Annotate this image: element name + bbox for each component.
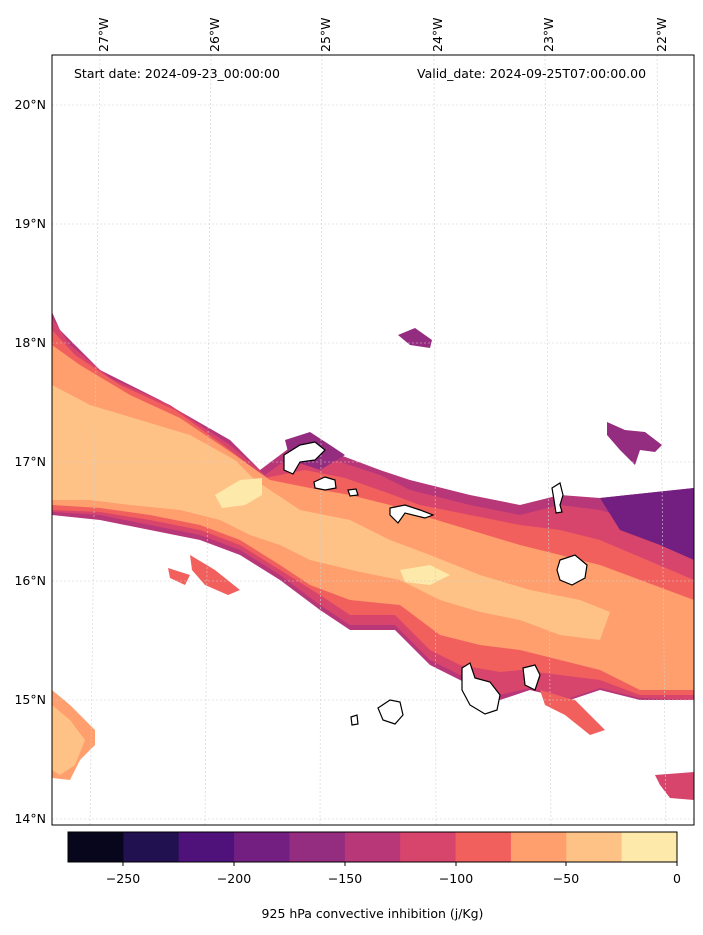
patch-e-purple [600,488,694,560]
colorbar-segment [621,832,678,862]
colorbar-title: 925 hPa convective inhibition (j/Kg) [261,906,484,921]
patch-sw [168,555,240,595]
island-boa-vista [556,554,588,586]
valid-date-label: Valid_date: 2024-09-25T07:00:00.00 [417,66,647,81]
colorbar-tick-label: −50 [552,871,580,886]
patch-se [540,690,605,735]
lat-label-16n: 16°N [14,573,46,588]
lat-label-19n: 19°N [14,216,46,231]
colorbar-tick-label: −200 [216,871,252,886]
colorbar-segment [178,832,235,862]
contour-band-50 [52,385,610,640]
contour-band-25b [400,565,450,585]
contour-band-25 [215,478,262,508]
lat-label-18n: 18°N [14,335,46,350]
cin-field [52,312,694,800]
colorbar-tick-label: −150 [327,871,363,886]
colorbar-tick-label: −100 [438,871,474,886]
start-date-label: Start date: 2024-09-23_00:00:00 [74,66,280,81]
island-santo-antao [283,441,326,475]
colorbar-tick-label: −250 [105,871,141,886]
colorbar-segment [123,832,180,862]
colorbar-segment [68,832,124,862]
colorbar-segment [510,832,567,862]
colorbar-segment [289,832,346,862]
island-sao-vicente [313,476,337,491]
island-outlines [283,441,588,726]
gridlines [52,55,694,825]
colorbar-segment [344,832,401,862]
lat-label-20n: 20°N [14,97,46,112]
patch-e-lower [655,772,694,800]
island-sao-nicolau [389,504,435,524]
island-fogo [377,699,404,725]
patch-n-purple [398,328,432,348]
lat-label-15n: 15°N [14,692,46,707]
map-frame [51,54,695,826]
patch-ne-purple [607,422,662,465]
colorbar-segment [400,832,457,862]
island-brava [350,714,359,726]
colorbar-segment [455,832,512,862]
colorbar-tick-label: 0 [673,871,681,886]
island-maio [522,664,541,691]
colorbar-segment [566,832,623,862]
colorbar-segment [234,832,290,862]
island-santiago [461,662,501,715]
colorbar [68,832,678,862]
lat-label-14n: 14°N [14,811,46,826]
lat-label-17n: 17°N [14,454,46,469]
colorbar-frame [67,831,678,863]
island-sal [551,482,564,514]
patch-w-lower-light [52,705,85,775]
colorbar-tick-marks [122,862,678,866]
island-santa-luzia [347,488,359,497]
